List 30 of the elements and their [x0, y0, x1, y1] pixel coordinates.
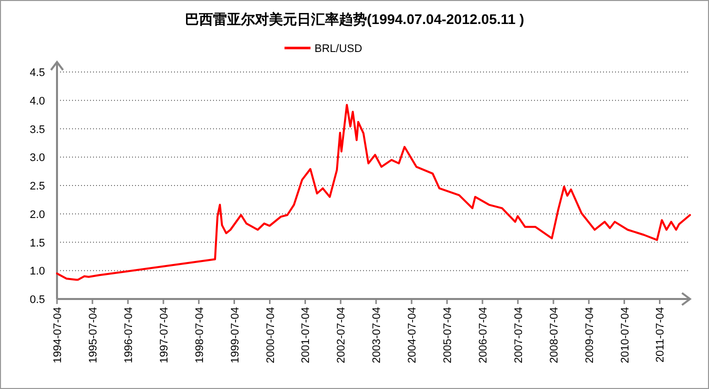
y-tick-label: 3.0 [30, 152, 45, 164]
x-tick-label: 2002-07-04 [336, 307, 348, 364]
y-tick-label: 0.5 [30, 294, 45, 306]
y-tick-label: 4.5 [30, 67, 45, 79]
x-tick-label: 2004-07-04 [406, 307, 419, 364]
x-tick-label: 1998-07-04 [194, 307, 206, 364]
y-tick-label: 2.0 [30, 208, 45, 221]
x-tick-label: 2010-07-04 [619, 307, 632, 364]
y-tick-label: 1.0 [30, 266, 45, 278]
y-tick-label: 1.5 [30, 237, 45, 250]
x-tick-label: 1995-07-04 [87, 307, 100, 364]
y-tick-label: 2.5 [30, 180, 45, 192]
chart-title: 巴西雷亚尔对美元日汇率趋势(1994.07.04-2012.05.11 ) [184, 11, 524, 27]
x-tick-label: 1994-07-04 [52, 307, 64, 364]
y-tick-label: 4.0 [30, 95, 45, 108]
x-tick-label: 2000-07-04 [264, 307, 277, 364]
legend-label: BRL/USD [314, 43, 362, 55]
x-tick-label: 2005-07-04 [442, 307, 454, 364]
x-tick-label: 2009-07-04 [584, 307, 596, 364]
line-series [56, 104, 691, 281]
x-tick-label: 2006-07-04 [477, 307, 490, 364]
x-tick-label: 2007-07-04 [512, 307, 525, 364]
x-tick-label: 1999-07-04 [229, 307, 242, 364]
x-tick-label: 2001-07-04 [300, 307, 312, 364]
x-tick-label: 2008-07-04 [548, 307, 560, 364]
x-tick-label: 1997-07-04 [158, 307, 170, 364]
x-tick-label: 2011-07-04 [654, 307, 667, 362]
y-tick-label: 3.5 [30, 124, 45, 136]
x-tick-label: 1996-07-04 [122, 307, 135, 364]
x-tick-label: 2003-07-04 [371, 307, 384, 364]
